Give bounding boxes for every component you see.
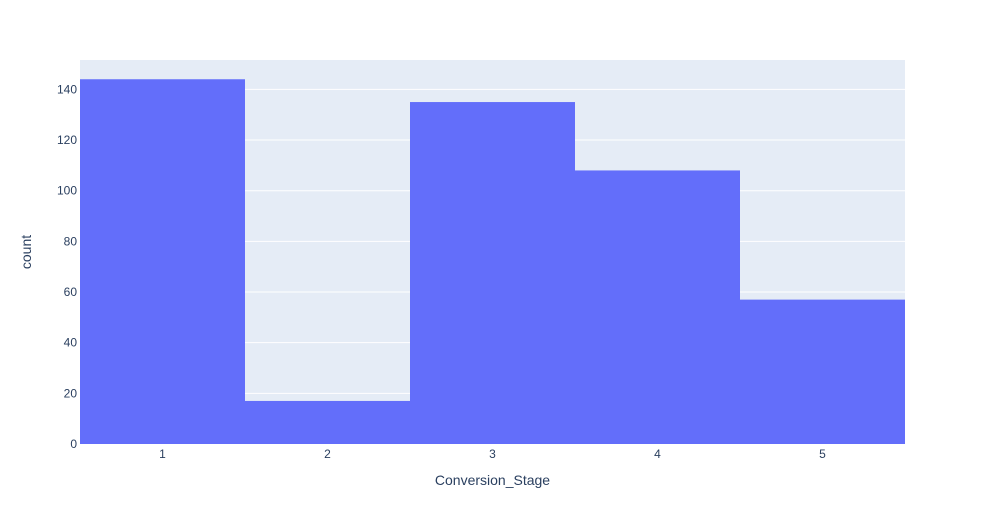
y-tick-label: 40	[64, 336, 78, 350]
bars	[80, 79, 905, 445]
x-tick-label: 2	[324, 447, 331, 461]
bar-2	[245, 400, 410, 444]
x-tick-label: 3	[489, 447, 496, 461]
x-tick-labels: 1 2 3 4 5	[159, 447, 826, 461]
y-tick-label: 140	[57, 82, 77, 96]
bar-3	[410, 102, 575, 445]
bar-5	[740, 299, 905, 444]
y-tick-label: 60	[64, 285, 78, 299]
x-axis-title: Conversion_Stage	[435, 472, 550, 488]
y-axis-title: count	[18, 235, 34, 269]
x-tick-label: 5	[819, 447, 826, 461]
x-tick-label: 4	[654, 447, 661, 461]
x-tick-label: 1	[159, 447, 166, 461]
y-tick-labels: 0 20 40 60 80 100 120 140	[57, 82, 77, 451]
bar-1	[80, 79, 245, 444]
y-tick-label: 80	[64, 234, 78, 248]
bar-4	[575, 170, 740, 444]
y-tick-label: 120	[57, 133, 77, 147]
y-tick-label: 20	[64, 386, 78, 400]
y-tick-label: 0	[70, 437, 77, 451]
y-tick-label: 100	[57, 184, 77, 198]
